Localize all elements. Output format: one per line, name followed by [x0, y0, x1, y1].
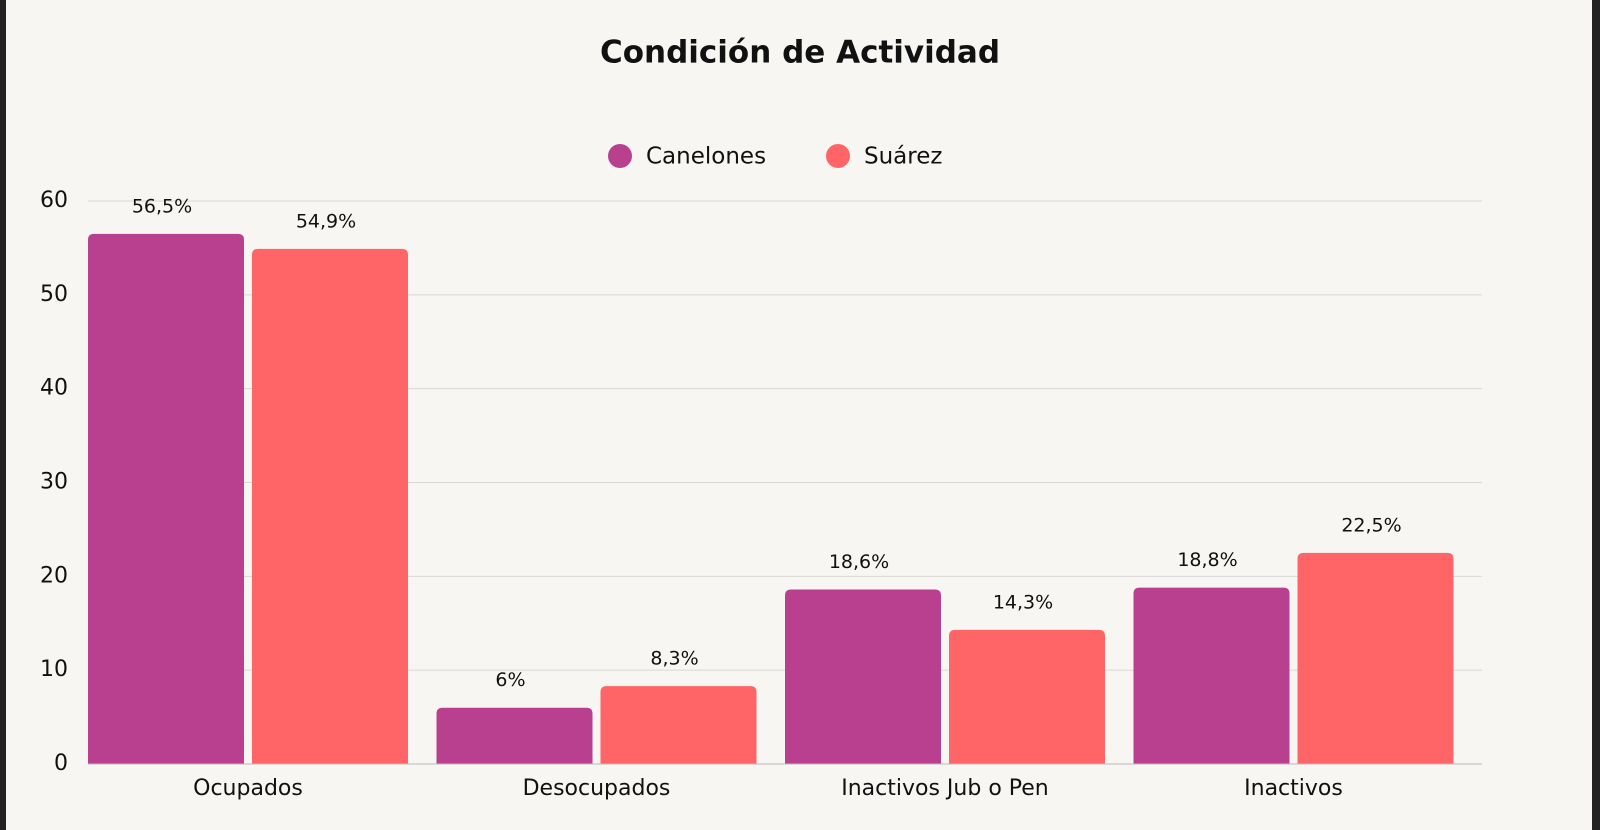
x-tick-label: Inactivos — [1244, 776, 1343, 801]
bar — [252, 248, 408, 765]
left-edge — [0, 0, 6, 830]
legend-label: Canelones — [646, 144, 766, 170]
bar — [1133, 587, 1290, 764]
y-tick-label: 10 — [40, 657, 68, 682]
y-tick-label: 50 — [40, 282, 68, 307]
bar — [436, 707, 593, 764]
bar — [88, 233, 244, 764]
value-label: 18,6% — [829, 551, 889, 573]
value-label: 6% — [495, 669, 525, 691]
value-label: 8,3% — [650, 648, 698, 670]
value-label: 22,5% — [1341, 514, 1401, 536]
value-label: 56,5% — [132, 195, 192, 217]
bar — [949, 629, 1105, 764]
value-label: 18,8% — [1177, 549, 1237, 571]
y-tick-label: 0 — [54, 751, 68, 776]
y-tick-label: 30 — [40, 470, 68, 495]
x-tick-label: Inactivos Jub o Pen — [841, 776, 1049, 801]
bar — [600, 686, 757, 764]
y-tick-label: 20 — [40, 563, 68, 588]
x-tick-label: Ocupados — [193, 776, 303, 801]
right-edge — [1592, 0, 1600, 830]
value-label: 54,9% — [296, 210, 356, 232]
x-tick-label: Desocupados — [523, 776, 671, 801]
y-tick-label: 60 — [40, 188, 68, 213]
legend-swatch — [826, 144, 850, 168]
bar — [1297, 552, 1454, 764]
value-label: 14,3% — [993, 591, 1053, 613]
y-tick-label: 40 — [40, 376, 68, 401]
legend-swatch — [608, 144, 632, 168]
chart-title: Condición de Actividad — [600, 35, 1000, 71]
legend-label: Suárez — [864, 144, 942, 170]
bar — [785, 589, 941, 764]
